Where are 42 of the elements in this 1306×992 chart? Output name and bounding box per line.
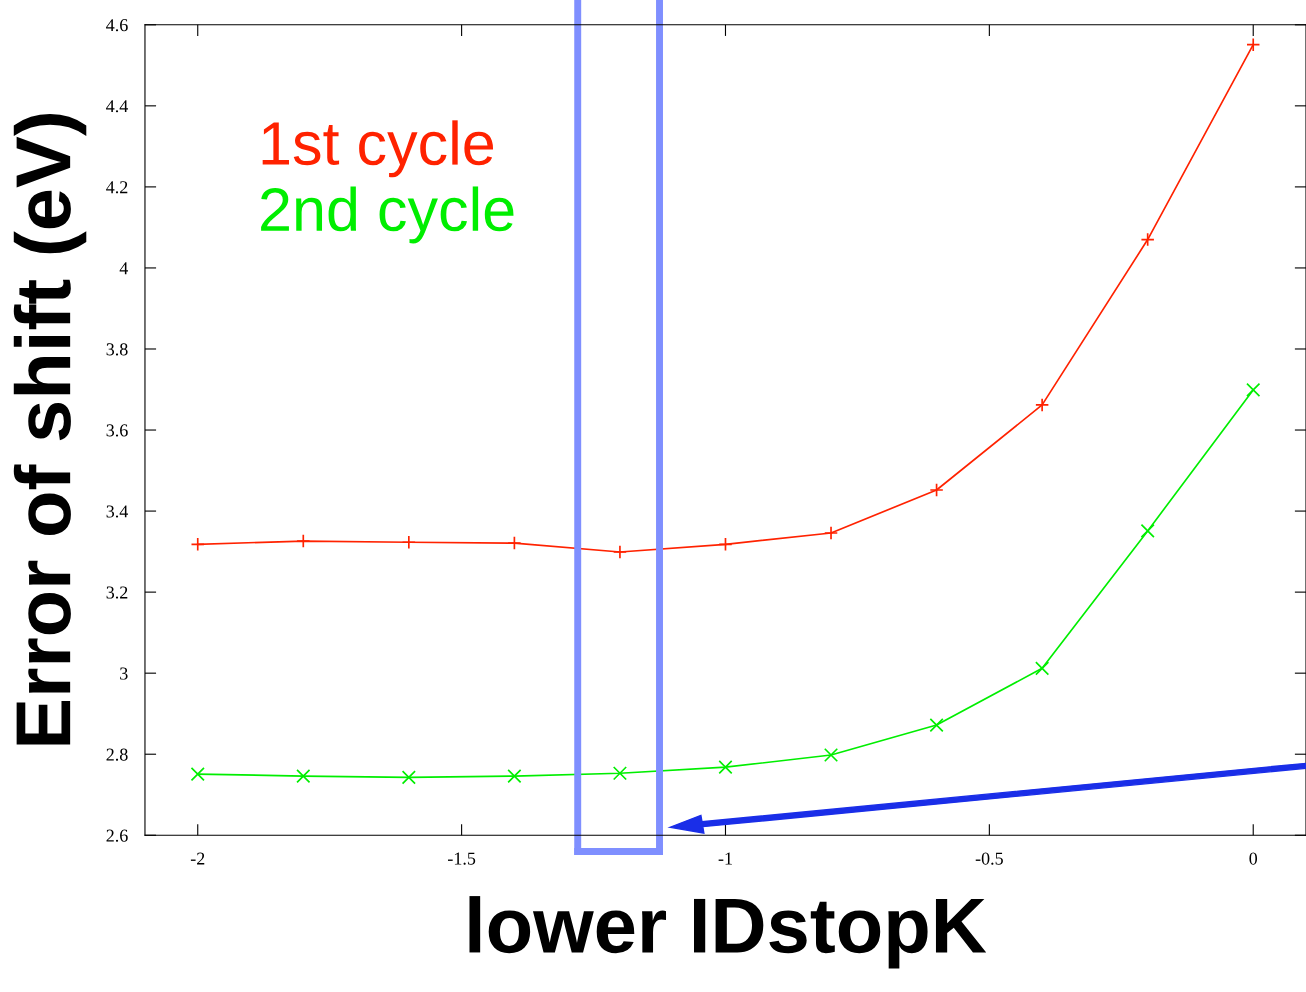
- point: [929, 482, 944, 498]
- point: [190, 537, 205, 552]
- y-axis-title: Error of shift (eV): [13, 114, 87, 745]
- y-tick-label: 4.2: [106, 181, 128, 194]
- x-tick-label: -0.5: [975, 852, 1003, 865]
- point: [1246, 37, 1261, 52]
- x-axis-title: lower IDstopK: [469, 896, 987, 969]
- point: [1140, 232, 1155, 247]
- point: [612, 544, 628, 560]
- point: [1246, 382, 1261, 397]
- point: [929, 717, 944, 733]
- point: [1035, 397, 1050, 412]
- text: 1st cycle: [262, 120, 494, 178]
- y-tick-label: 3: [120, 667, 128, 680]
- x-tick-label: -1.5: [447, 852, 476, 865]
- y-tick-label: 2.8: [106, 748, 128, 761]
- point: [1035, 661, 1050, 676]
- y-tick-label: 3.2: [106, 586, 128, 599]
- y-tick-label: 2.6: [106, 829, 128, 842]
- point: [823, 747, 839, 763]
- point: [296, 769, 311, 784]
- x-tick-label: 0: [1249, 852, 1258, 865]
- y-tick-label: 4: [119, 262, 129, 275]
- point: [190, 766, 205, 782]
- point: [401, 535, 416, 550]
- point: [401, 770, 416, 785]
- point: [612, 766, 628, 781]
- point: [507, 536, 522, 551]
- point: [718, 537, 733, 552]
- text: 2nd cycle: [261, 186, 514, 244]
- x-tick-label: -1: [718, 852, 732, 865]
- x-tick-label: -2: [190, 852, 205, 865]
- y-tick-label: 3.6: [106, 424, 128, 437]
- y-tick-label: 3.4: [106, 505, 129, 518]
- y-tick-label: 4.6: [106, 19, 128, 32]
- point: [718, 760, 733, 775]
- y-tick-label: 3.8: [106, 343, 128, 356]
- point: [1140, 523, 1155, 539]
- point: [296, 533, 311, 549]
- point: [823, 525, 839, 541]
- point: [507, 769, 522, 784]
- y-tick-label: 4.4: [106, 100, 129, 113]
